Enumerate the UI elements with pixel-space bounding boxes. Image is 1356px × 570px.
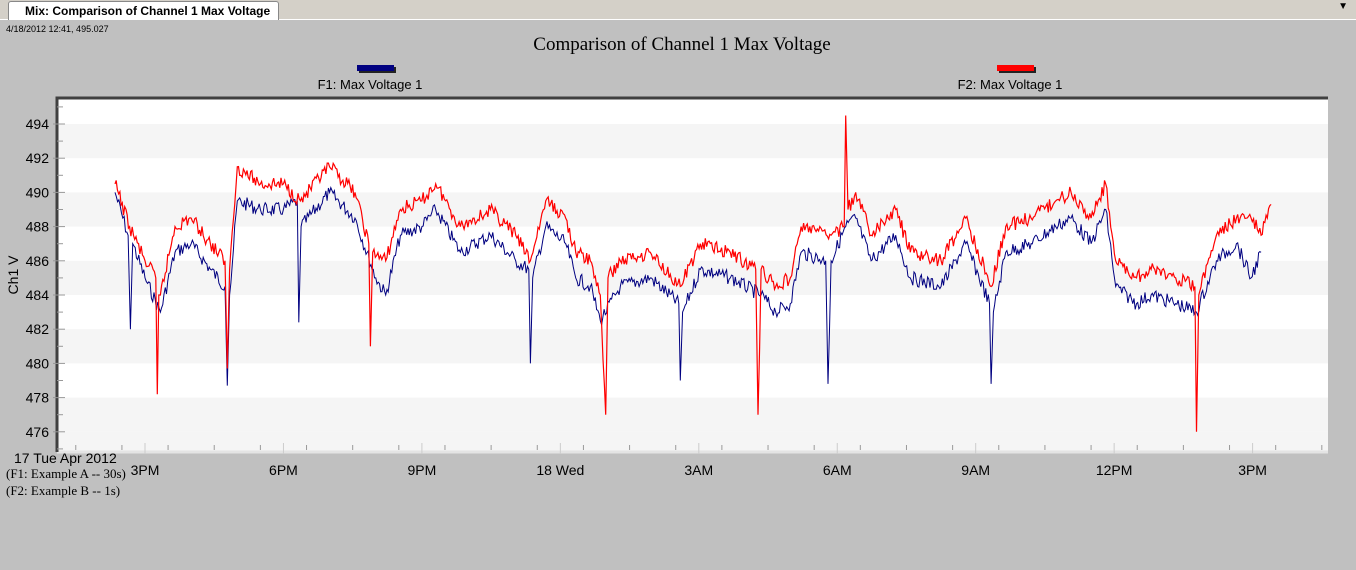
footer-f2-source: (F2: Example B -- 1s) bbox=[6, 483, 121, 498]
footer-date: 17 Tue Apr 2012 bbox=[14, 450, 117, 466]
tab-bar: Mix: Comparison of Channel 1 Max Voltage… bbox=[0, 0, 1356, 20]
y-tick-label: 486 bbox=[26, 253, 50, 269]
x-tick-label: 3PM bbox=[131, 462, 160, 478]
x-tick-label: 6AM bbox=[823, 462, 852, 478]
series-line-f1 bbox=[114, 186, 1262, 386]
legend: F1: Max Voltage 1 F2: Max Voltage 1 bbox=[318, 65, 1063, 92]
legend-swatch-f2 bbox=[997, 65, 1034, 71]
y-tick-label: 478 bbox=[26, 390, 50, 406]
plot-frame bbox=[55, 96, 1328, 452]
grid-band bbox=[57, 431, 1328, 452]
x-tick-label: 3PM bbox=[1238, 462, 1267, 478]
triangle-down-icon[interactable]: ▼ bbox=[1338, 1, 1348, 12]
x-tick-label: 9PM bbox=[408, 462, 437, 478]
x-tick-label: 3AM bbox=[684, 462, 713, 478]
x-tick-label: 18 Wed bbox=[536, 462, 584, 478]
y-tick-label: 482 bbox=[26, 321, 50, 337]
x-tick-label: 6PM bbox=[269, 462, 298, 478]
footer-f1-source: (F1: Example A -- 30s) bbox=[6, 466, 126, 481]
grid-band bbox=[57, 124, 1328, 159]
chart-title: Comparison of Channel 1 Max Voltage bbox=[533, 34, 830, 55]
y-tick-label: 480 bbox=[26, 355, 50, 371]
y-tick-label: 476 bbox=[26, 424, 50, 440]
x-tick-label: 9AM bbox=[961, 462, 990, 478]
y-tick-label: 490 bbox=[26, 184, 50, 200]
legend-swatch-f1 bbox=[357, 65, 394, 71]
series-line-f2 bbox=[114, 115, 1272, 432]
y-tick-label: 492 bbox=[26, 150, 50, 166]
x-tick-label: 12PM bbox=[1096, 462, 1133, 478]
y-tick-label: 484 bbox=[26, 287, 50, 303]
plot-area: 494 492 490 488 486 484 482 480 478 476 3PM 6PM 9PM 1… bbox=[26, 96, 1328, 478]
tab-mix-chart[interactable]: Mix: Comparison of Channel 1 Max Voltage bbox=[8, 1, 280, 20]
y-axis-label: Ch1 V bbox=[5, 255, 21, 295]
legend-label-f2: F2: Max Voltage 1 bbox=[958, 77, 1063, 92]
grid-band bbox=[57, 397, 1328, 432]
cursor-readout: 4/18/2012 12:41, 495.027 bbox=[6, 24, 109, 34]
y-tick-label: 488 bbox=[26, 219, 50, 235]
grid-band bbox=[57, 192, 1328, 227]
y-tick-label: 494 bbox=[26, 116, 50, 132]
legend-label-f1: F1: Max Voltage 1 bbox=[318, 77, 423, 92]
grid-band bbox=[57, 329, 1328, 364]
